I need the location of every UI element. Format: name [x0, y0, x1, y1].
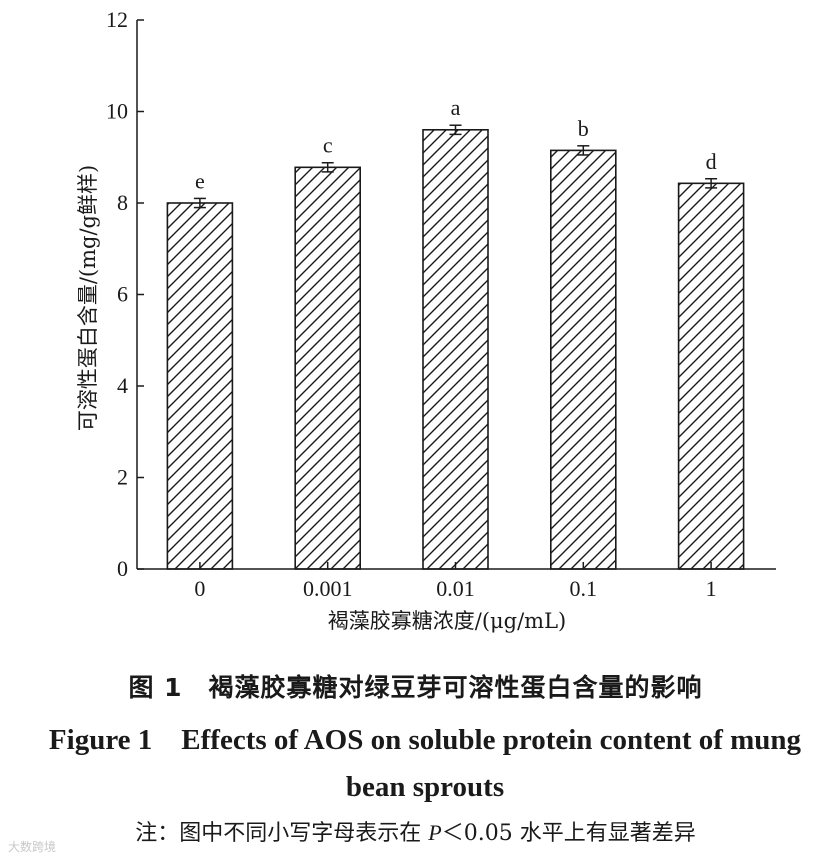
bar	[677, 182, 745, 570]
figure-caption-en: Figure 1 Effects of AOS on soluble prote…	[48, 724, 802, 803]
note-p-symbol: P	[428, 820, 442, 845]
x-tick-label: 0.1	[570, 576, 598, 601]
y-tick-label: 6	[117, 282, 128, 307]
y-tick-label: 4	[117, 373, 128, 398]
bar	[549, 149, 617, 570]
significance-letter: b	[578, 116, 589, 141]
significance-letter: e	[195, 168, 205, 193]
bar	[294, 166, 362, 570]
figure-note: 注：图中不同小写字母表示在 P＜0.05 水平上有显著差异	[0, 815, 831, 847]
y-tick-label: 2	[117, 465, 128, 490]
bar-chart: 0 2 4 6 8 10 12 0 0.001 0.01 0.1 1 e c a b d 可溶性蛋白含量/(m…	[76, 7, 776, 633]
bar	[422, 129, 489, 570]
x-tick-label: 0	[194, 576, 205, 601]
x-axis-title: 褐藻胶寡糖浓度/(μg/mL)	[328, 609, 567, 633]
significance-letter: a	[451, 95, 461, 120]
significance-letter: c	[323, 133, 333, 158]
y-axis-title: 可溶性蛋白含量/(mg/g鲜样)	[76, 165, 100, 431]
y-tick-label: 0	[117, 556, 128, 581]
bar	[166, 202, 234, 570]
bars: e c a b d	[166, 95, 745, 570]
x-tick-label: 0.01	[436, 576, 475, 601]
y-tick-label: 10	[106, 99, 128, 124]
watermark: 大数跨境	[8, 840, 57, 854]
note-suffix: ＜0.05 水平上有显著差异	[441, 821, 696, 846]
significance-letter: d	[706, 149, 717, 174]
axes: 0 2 4 6 8 10 12 0 0.001 0.01 0.1 1	[106, 7, 776, 601]
y-tick-label: 8	[117, 190, 128, 215]
figure-caption-cn: 图 1 褐藻胶寡糖对绿豆芽可溶性蛋白含量的影响	[128, 673, 703, 702]
y-tick-label: 12	[106, 7, 128, 32]
x-tick-label: 0.001	[303, 576, 353, 601]
x-tick-label: 1	[706, 576, 717, 601]
note-prefix: 注：图中不同小写字母表示在	[135, 821, 429, 846]
